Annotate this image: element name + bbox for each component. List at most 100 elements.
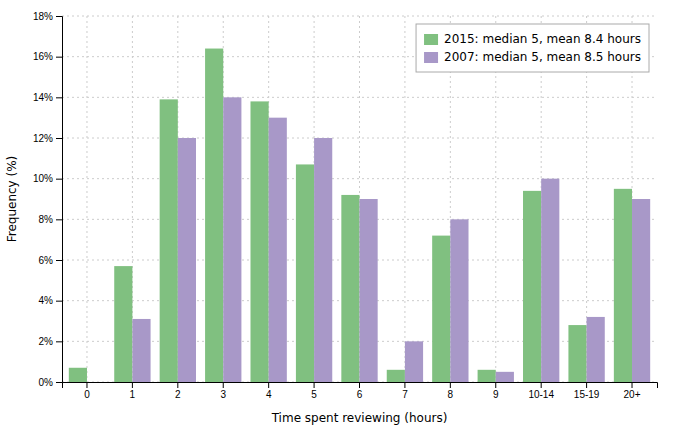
x-tick: 7 bbox=[402, 382, 408, 400]
bar bbox=[587, 317, 605, 382]
y-axis: 0% 2% 4% 6% 8% 10% 12% 14% 16% 18% bbox=[33, 11, 63, 388]
tick-mark bbox=[586, 382, 587, 388]
bar bbox=[178, 138, 196, 382]
legend: 2015: median 5, mean 8.4 hours 2007: medi… bbox=[416, 24, 649, 72]
legend-item: 2007: median 5, mean 8.5 hours bbox=[424, 50, 641, 64]
x-tick: 8 bbox=[448, 382, 454, 400]
x-tick: 20+ bbox=[624, 382, 641, 400]
tick-label: 16% bbox=[33, 51, 53, 62]
tick-mark bbox=[314, 382, 315, 388]
bar bbox=[387, 370, 405, 382]
tick-mark bbox=[56, 260, 62, 261]
bar bbox=[269, 118, 287, 382]
grid-line bbox=[86, 16, 87, 382]
bar bbox=[132, 319, 150, 382]
legend-label: 2007: median 5, mean 8.5 hours bbox=[444, 50, 641, 64]
tick-label: 14% bbox=[33, 92, 53, 103]
tick-mark bbox=[268, 382, 269, 388]
bar bbox=[568, 325, 586, 382]
bar bbox=[432, 236, 450, 382]
y-tick: 4% bbox=[39, 295, 62, 306]
tick-label: 8 bbox=[448, 389, 454, 400]
x-tick: 15-19 bbox=[574, 382, 600, 400]
y-tick: 12% bbox=[33, 133, 62, 144]
grid-line bbox=[404, 16, 405, 382]
bar bbox=[360, 199, 378, 382]
y-tick: 0% bbox=[39, 377, 62, 388]
bar bbox=[223, 97, 241, 382]
x-tick: 9 bbox=[493, 382, 499, 400]
y-tick: 2% bbox=[39, 336, 62, 347]
tick-label: 10% bbox=[33, 173, 53, 184]
bar bbox=[296, 164, 314, 382]
tick-mark bbox=[56, 341, 62, 342]
legend-box bbox=[416, 24, 649, 72]
axis-line bbox=[56, 17, 63, 383]
tick-mark bbox=[450, 382, 451, 388]
tick-label: 10-14 bbox=[528, 389, 554, 400]
tick-mark bbox=[56, 301, 62, 302]
plot: 0% 2% 4% 6% 8% 10% 12% 14% 16% 18% 0 1 2 3 4 5 6 7 8 9 10-14… bbox=[33, 11, 658, 400]
tick-label: 7 bbox=[402, 389, 408, 400]
y-tick: 14% bbox=[33, 92, 62, 103]
x-tick: 10-14 bbox=[528, 382, 554, 400]
bar-series bbox=[132, 97, 650, 382]
y-tick: 10% bbox=[33, 173, 62, 184]
tick-label: 5 bbox=[311, 389, 317, 400]
bar bbox=[69, 368, 87, 382]
tick-mark bbox=[632, 382, 633, 388]
tick-label: 18% bbox=[33, 11, 53, 22]
y-tick: 16% bbox=[33, 51, 62, 62]
bar bbox=[87, 382, 105, 383]
legend-swatch bbox=[424, 52, 438, 63]
y-axis-title: Frequency (%) bbox=[5, 156, 19, 243]
legend-swatch bbox=[424, 34, 438, 45]
tick-label: 15-19 bbox=[574, 389, 600, 400]
bar bbox=[114, 266, 132, 382]
bar bbox=[614, 189, 632, 382]
bar bbox=[341, 195, 359, 382]
tick-label: 6 bbox=[357, 389, 363, 400]
bar bbox=[250, 101, 268, 382]
tick-label: 4% bbox=[39, 295, 54, 306]
x-tick: 4 bbox=[266, 382, 272, 400]
axis-line bbox=[63, 383, 658, 389]
x-tick: 3 bbox=[220, 382, 226, 400]
tick-label: 1 bbox=[130, 389, 136, 400]
bar bbox=[523, 191, 541, 382]
tick-mark bbox=[86, 382, 87, 388]
tick-mark bbox=[56, 179, 62, 180]
bar bbox=[160, 99, 178, 382]
bar bbox=[496, 372, 514, 382]
tick-label: 12% bbox=[33, 133, 53, 144]
x-tick: 5 bbox=[311, 382, 317, 400]
tick-label: 20+ bbox=[624, 389, 641, 400]
x-tick: 2 bbox=[175, 382, 181, 400]
legend-label: 2015: median 5, mean 8.4 hours bbox=[444, 32, 641, 46]
legend-item: 2015: median 5, mean 8.4 hours bbox=[424, 32, 641, 46]
bar bbox=[450, 219, 468, 382]
tick-mark bbox=[359, 382, 360, 388]
tick-mark bbox=[56, 16, 62, 17]
bars bbox=[69, 49, 650, 382]
x-tick: 6 bbox=[357, 382, 363, 400]
grid-line bbox=[62, 178, 657, 179]
tick-mark bbox=[541, 382, 542, 388]
tick-mark bbox=[56, 57, 62, 58]
tick-label: 0 bbox=[84, 389, 90, 400]
tick-mark bbox=[56, 97, 62, 98]
bar bbox=[205, 49, 223, 382]
x-tick: 1 bbox=[130, 382, 136, 400]
x-axis: 0 1 2 3 4 5 6 7 8 9 10-14 15-19 20+ bbox=[63, 382, 658, 400]
tick-label: 9 bbox=[493, 389, 499, 400]
x-axis-title: Time spent reviewing (hours) bbox=[271, 411, 448, 425]
bar bbox=[314, 138, 332, 382]
tick-label: 6% bbox=[39, 255, 54, 266]
tick-mark bbox=[56, 219, 62, 220]
chart: 0% 2% 4% 6% 8% 10% 12% 14% 16% 18% 0 1 2 3 4 5 6 7 8 9 10-14… bbox=[0, 0, 675, 434]
tick-label: 8% bbox=[39, 214, 54, 225]
tick-mark bbox=[404, 382, 405, 388]
tick-label: 2 bbox=[175, 389, 181, 400]
bar-series bbox=[69, 49, 632, 382]
tick-label: 3 bbox=[220, 389, 226, 400]
